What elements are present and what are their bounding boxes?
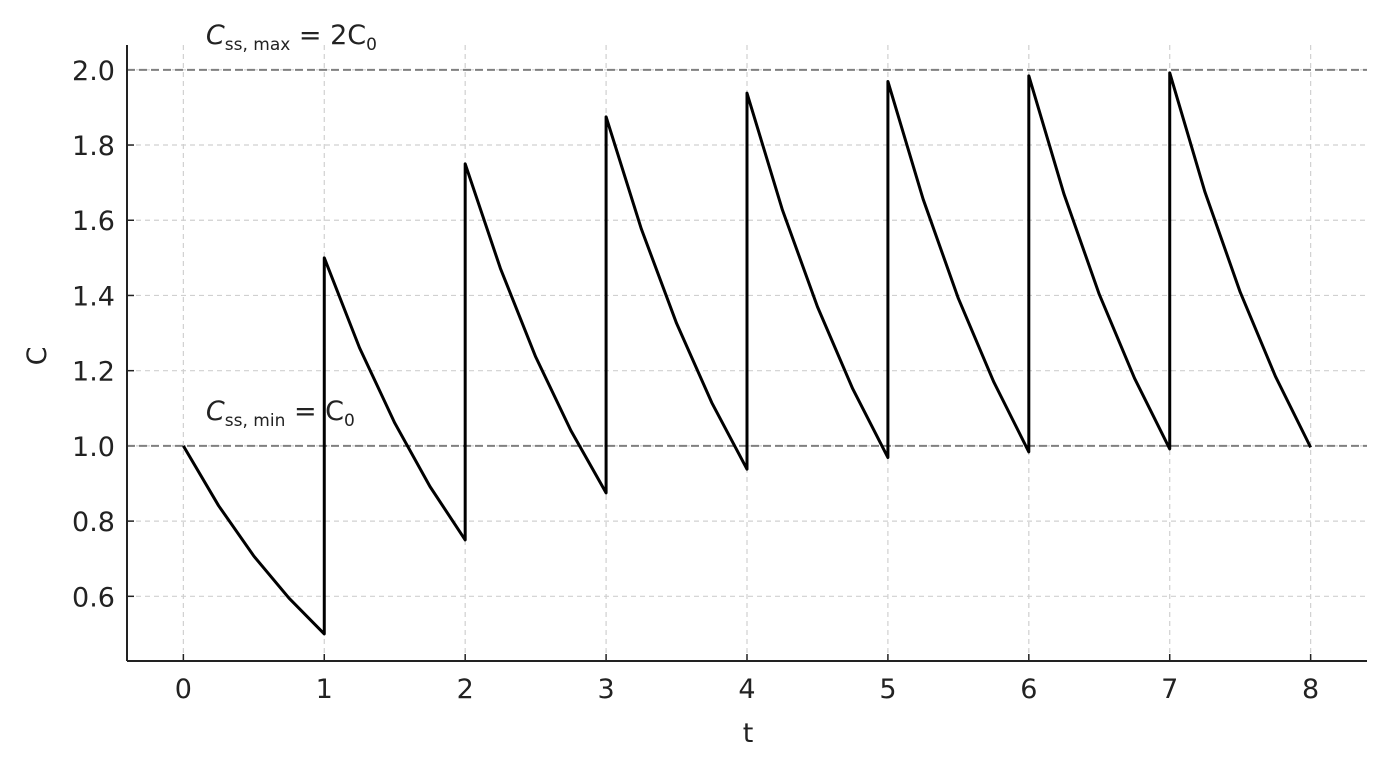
reference-label-text: C: [206, 396, 225, 427]
y-axis-label: C: [22, 347, 53, 366]
y-tick-label: 1.8: [72, 131, 115, 162]
reference-label-subscript: 0: [344, 411, 355, 431]
x-axis-label: t: [743, 718, 754, 749]
x-tick-label: 4: [738, 674, 755, 705]
y-tick-label: 1.0: [72, 432, 115, 463]
x-tick-label: 2: [457, 674, 474, 705]
x-tick-label: 3: [597, 674, 614, 705]
x-tick-label: 5: [879, 674, 896, 705]
y-tick-label: 1.2: [72, 357, 115, 388]
y-tick-label: 1.6: [72, 206, 115, 237]
reference-label-subscript: 0: [366, 35, 377, 55]
y-tick-label: 0.8: [72, 507, 115, 538]
reference-label-text: = C: [285, 396, 344, 427]
y-tick-label: 2.0: [72, 56, 115, 87]
reference-label: Css, max = 2C0: [206, 20, 377, 55]
reference-label: Css, min = C0: [206, 396, 355, 431]
reference-label-text: C: [206, 20, 225, 51]
reference-label-text: = 2C: [290, 20, 366, 51]
x-tick-label: 0: [175, 674, 192, 705]
x-tick-label: 8: [1302, 674, 1319, 705]
data-line: [182, 71, 1312, 636]
reference-label-subscript: ss, min: [225, 411, 286, 431]
x-tick-label: 1: [316, 674, 333, 705]
reference-label-subscript: ss, max: [225, 35, 291, 55]
y-tick-label: 1.4: [72, 281, 115, 312]
y-tick-label: 0.6: [72, 582, 115, 613]
x-tick-label: 6: [1020, 674, 1037, 705]
x-tick-label: 7: [1161, 674, 1178, 705]
